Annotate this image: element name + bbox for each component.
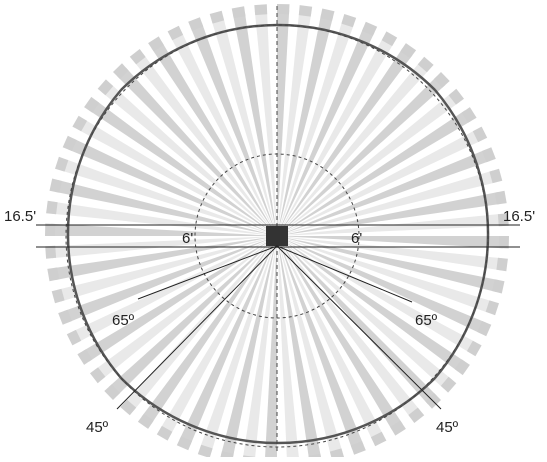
sensor-box [266,226,288,246]
label-inner-left: 6' [182,230,193,247]
outer-ring-segment [496,258,508,271]
outer-ring-segment [254,4,267,15]
label-angle-45-left: 45º [86,419,109,436]
outer-ring-segment [47,268,59,282]
label-inner-right: 6' [351,230,362,247]
outer-ring-segment [277,4,290,14]
label-angle-65-right: 65º [415,312,438,329]
outer-ring-segment [45,246,56,259]
coverage-ray [102,83,277,236]
outer-ring-segment [495,191,507,205]
label-outer-left: 16.5' [4,208,36,225]
label-angle-65-left: 65º [112,312,135,329]
outer-ring-segment [299,5,312,17]
label-outer-right: 16.5' [503,208,535,225]
coverage-ray [277,61,430,236]
outer-ring-segment [232,6,246,18]
outer-ring-segment [46,201,58,214]
label-angle-45-right: 45º [436,419,459,436]
